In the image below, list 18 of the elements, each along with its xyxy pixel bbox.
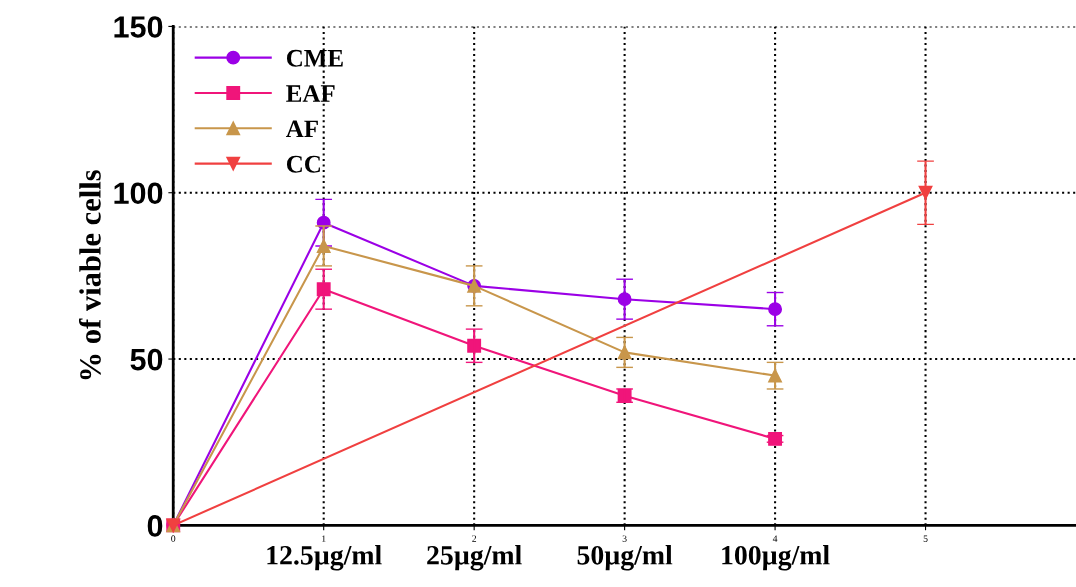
y-tick-label: 100	[114, 182, 163, 205]
y-tick-label: 150	[114, 16, 163, 38]
text: 50µg/ml	[577, 545, 673, 571]
y-axis-title: % of viable cells	[78, 170, 101, 380]
x-tick-label: 1	[322, 535, 326, 542]
legend-label: EAF	[286, 85, 335, 102]
x-tick-label: 5	[923, 535, 928, 542]
y-tick-label: 50	[130, 348, 163, 371]
x-tick-label: 3	[622, 535, 627, 542]
text: 12.5µg/ml	[267, 545, 382, 571]
legend-label: CC	[286, 155, 320, 173]
x-tick-label: 4	[772, 535, 778, 542]
legend-label: CME	[286, 49, 343, 67]
x-tick-label: 0	[171, 535, 176, 542]
legend-label: AF	[285, 120, 318, 138]
text: 25µg/ml	[427, 545, 522, 571]
text: 100µg/ml	[722, 545, 830, 571]
x-tick-label: 2	[472, 535, 477, 542]
